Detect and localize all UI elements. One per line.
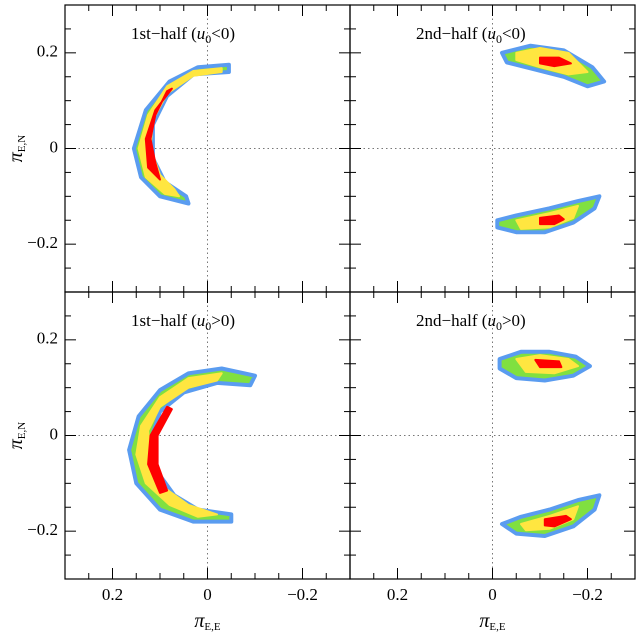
title-text: >0): [502, 311, 526, 330]
plot-area: [350, 292, 635, 579]
y-tick-label: 0: [50, 137, 59, 156]
y-tick-label: −0.2: [27, 233, 58, 252]
label-sub: E,N: [16, 135, 28, 152]
panel-title: 2nd−half (u0>0): [416, 311, 526, 333]
x-tick-label: 0.2: [387, 585, 408, 604]
panel-title: 1st−half (u0>0): [131, 311, 235, 333]
density-region: [539, 56, 572, 68]
title-sub: 0: [496, 32, 502, 46]
panel-title: 1st−half (u0<0): [131, 24, 235, 46]
plot-area: [65, 292, 350, 579]
panel-frame: [349, 291, 636, 580]
plot-area: [65, 5, 350, 292]
title-text: >0): [211, 311, 235, 330]
label-symbol: π: [5, 438, 27, 449]
density-region: [543, 514, 572, 528]
density-region: [539, 214, 565, 226]
title-var: u: [487, 24, 496, 43]
title-sub: 0: [205, 32, 211, 46]
density-region: [147, 405, 173, 494]
label-symbol: π: [5, 151, 27, 162]
x-tick-label: −0.2: [572, 585, 603, 604]
title-text: <0): [211, 24, 235, 43]
title-var: u: [487, 311, 496, 330]
y-axis-label: πE,N: [5, 422, 28, 450]
title-sub: 0: [205, 319, 211, 333]
x-axis-label: πE,E: [194, 610, 221, 633]
label-sub: E,E: [204, 621, 220, 633]
plot-area: [350, 5, 635, 292]
title-text: <0): [502, 24, 526, 43]
title-text: 2nd−half (: [416, 311, 488, 330]
title-text: 1st−half (: [131, 311, 197, 330]
density-region: [144, 87, 173, 181]
x-tick-label: −0.2: [287, 585, 318, 604]
title-var: u: [197, 311, 206, 330]
title-var: u: [197, 24, 206, 43]
density-region: [137, 67, 223, 198]
panel-title: 2nd−half (u0<0): [416, 24, 526, 46]
density-region: [534, 358, 563, 369]
label-sub: E,N: [16, 422, 28, 439]
y-tick-label: 0.2: [37, 329, 58, 348]
label-sub: E,E: [489, 621, 505, 633]
title-text: 1st−half (: [131, 24, 197, 43]
title-sub: 0: [496, 319, 502, 333]
x-tick-label: 0: [488, 585, 497, 604]
y-tick-label: 0.2: [37, 42, 58, 61]
panel: 2nd−half (u0<0): [349, 4, 636, 293]
title-text: 2nd−half (: [416, 24, 488, 43]
y-axis-label: πE,N: [5, 135, 28, 163]
x-axis-label: πE,E: [479, 610, 506, 633]
label-symbol: π: [479, 610, 490, 632]
y-tick-label: −0.2: [27, 520, 58, 539]
label-symbol: π: [194, 610, 205, 632]
x-tick-label: 0.2: [102, 585, 123, 604]
x-tick-label: 0: [203, 585, 212, 604]
y-tick-label: 0: [50, 424, 59, 443]
